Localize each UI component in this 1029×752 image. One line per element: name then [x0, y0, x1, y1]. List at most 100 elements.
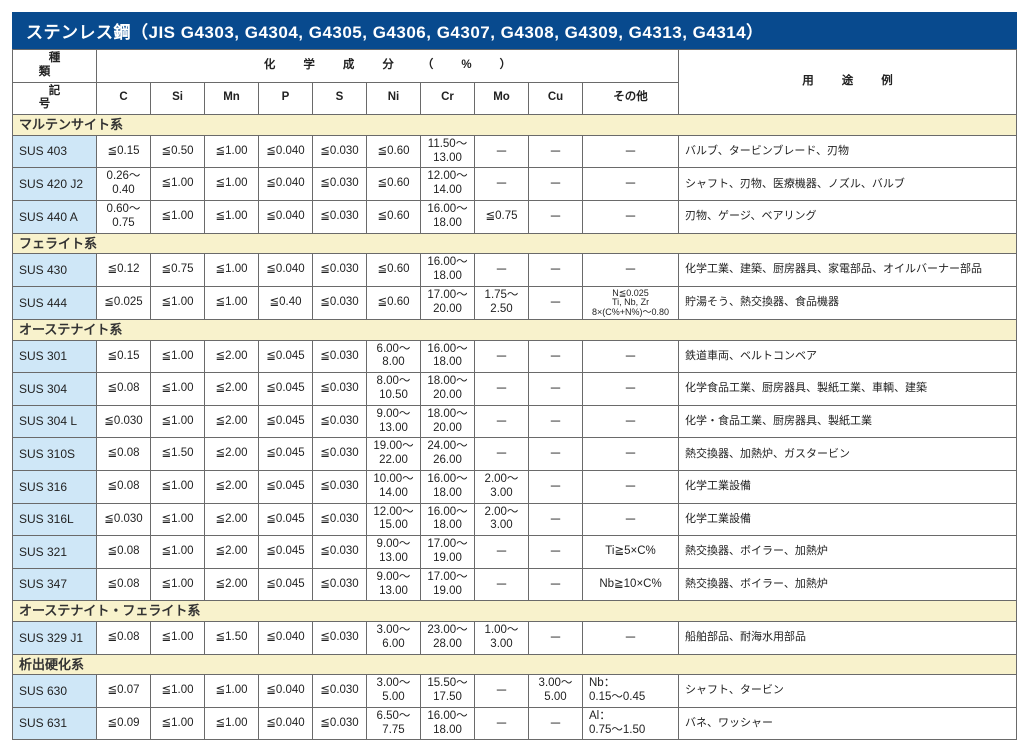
row-label: SUS 304 L	[13, 405, 97, 438]
cell-s: ≦0.030	[313, 200, 367, 233]
cell-use: 鉄道車両、ベルトコンベア	[679, 340, 1017, 373]
cell-s: ≦0.030	[313, 568, 367, 601]
group-label: オーステナイト・フェライト系	[13, 601, 1017, 622]
cell-si: ≦1.00	[151, 373, 205, 406]
group-row: 析出硬化系	[13, 654, 1017, 675]
cell-mo: 2.00～3.00	[475, 471, 529, 504]
hdr-col-mo: Mo	[475, 82, 529, 115]
cell-si: ≦1.00	[151, 471, 205, 504]
cell-cu: －	[529, 568, 583, 601]
cell-mo: －	[475, 438, 529, 471]
cell-other: N≦0.025Ti, Nb, Zr8×(C%+N%)～0.80	[583, 286, 679, 319]
cell-p: ≦0.040	[259, 200, 313, 233]
cell-p: ≦0.045	[259, 503, 313, 536]
cell-ni: 8.00～10.50	[367, 373, 421, 406]
table-row: SUS 310S≦0.08≦1.50≦2.00≦0.045≦0.03019.00…	[13, 438, 1017, 471]
cell-c: ≦0.07	[97, 675, 151, 708]
hdr-col-s: S	[313, 82, 367, 115]
cell-mn: ≦2.00	[205, 471, 259, 504]
table-row: SUS 444≦0.025≦1.00≦1.00≦0.40≦0.030≦0.601…	[13, 286, 1017, 319]
cell-s: ≦0.030	[313, 168, 367, 201]
cell-si: ≦1.50	[151, 438, 205, 471]
cell-c: 0.26～0.40	[97, 168, 151, 201]
row-label: SUS 316L	[13, 503, 97, 536]
cell-mo: 1.75～2.50	[475, 286, 529, 319]
cell-si: ≦1.00	[151, 675, 205, 708]
cell-mo: 2.00～3.00	[475, 503, 529, 536]
row-label: SUS 347	[13, 568, 97, 601]
cell-mn: ≦1.00	[205, 254, 259, 287]
row-label: SUS 304	[13, 373, 97, 406]
row-label: SUS 310S	[13, 438, 97, 471]
cell-cr: 18.00～20.00	[421, 405, 475, 438]
cell-use: 熱交換器、加熱炉、ガスタービン	[679, 438, 1017, 471]
cell-s: ≦0.030	[313, 135, 367, 168]
cell-cr: 17.00～19.00	[421, 568, 475, 601]
cell-ni: ≦0.60	[367, 286, 421, 319]
table-header: 種類 化学成分（%） 用途例 記号 C Si Mn P S Ni Cr Mo C…	[13, 50, 1017, 115]
cell-cu: －	[529, 286, 583, 319]
table-row: SUS 430≦0.12≦0.75≦1.00≦0.040≦0.030≦0.601…	[13, 254, 1017, 287]
cell-use: 化学工業設備	[679, 471, 1017, 504]
hdr-chem: 化学成分（%）	[97, 50, 679, 83]
cell-ni: 6.00～8.00	[367, 340, 421, 373]
table-row: SUS 630≦0.07≦1.00≦1.00≦0.040≦0.0303.00～5…	[13, 675, 1017, 708]
cell-other: －	[583, 168, 679, 201]
cell-other: －	[583, 471, 679, 504]
cell-mo: －	[475, 373, 529, 406]
cell-cr: 17.00～20.00	[421, 286, 475, 319]
cell-cu: －	[529, 340, 583, 373]
cell-mo: －	[475, 254, 529, 287]
cell-mo: ≦0.75	[475, 200, 529, 233]
cell-ni: 9.00～13.00	[367, 568, 421, 601]
cell-s: ≦0.030	[313, 622, 367, 655]
cell-use: 化学工業設備	[679, 503, 1017, 536]
cell-cr: 16.00～18.00	[421, 503, 475, 536]
cell-s: ≦0.030	[313, 373, 367, 406]
cell-p: ≦0.40	[259, 286, 313, 319]
cell-p: ≦0.045	[259, 340, 313, 373]
table-row: SUS 304≦0.08≦1.00≦2.00≦0.045≦0.0308.00～1…	[13, 373, 1017, 406]
cell-use: バネ、ワッシャー	[679, 707, 1017, 740]
cell-mo: －	[475, 536, 529, 569]
cell-mn: ≦1.50	[205, 622, 259, 655]
group-row: オーステナイト・フェライト系	[13, 601, 1017, 622]
cell-other: Nb：0.15～0.45	[583, 675, 679, 708]
cell-use: 刃物、ゲージ、ベアリング	[679, 200, 1017, 233]
group-row: オーステナイト系	[13, 320, 1017, 341]
cell-other: －	[583, 200, 679, 233]
cell-si: ≦1.00	[151, 286, 205, 319]
cell-s: ≦0.030	[313, 286, 367, 319]
cell-si: ≦0.75	[151, 254, 205, 287]
cell-ni: 10.00～14.00	[367, 471, 421, 504]
row-label: SUS 301	[13, 340, 97, 373]
row-label: SUS 403	[13, 135, 97, 168]
cell-use: 貯湯そう、熱交換器、食品機器	[679, 286, 1017, 319]
cell-p: ≦0.040	[259, 622, 313, 655]
cell-c: ≦0.025	[97, 286, 151, 319]
cell-mo: －	[475, 168, 529, 201]
cell-s: ≦0.030	[313, 471, 367, 504]
cell-use: 化学食品工業、厨房器具、製紙工業、車輌、建築	[679, 373, 1017, 406]
cell-mn: ≦2.00	[205, 568, 259, 601]
cell-c: ≦0.15	[97, 135, 151, 168]
hdr-col-c: C	[97, 82, 151, 115]
cell-c: 0.60～0.75	[97, 200, 151, 233]
cell-s: ≦0.030	[313, 503, 367, 536]
table-row: SUS 301≦0.15≦1.00≦2.00≦0.045≦0.0306.00～8…	[13, 340, 1017, 373]
hdr-col-cu: Cu	[529, 82, 583, 115]
cell-c: ≦0.030	[97, 405, 151, 438]
cell-s: ≦0.030	[313, 707, 367, 740]
cell-use: 熱交換器、ボイラー、加熱炉	[679, 568, 1017, 601]
cell-mn: ≦2.00	[205, 536, 259, 569]
cell-cu: －	[529, 622, 583, 655]
cell-other: －	[583, 373, 679, 406]
cell-other: －	[583, 340, 679, 373]
cell-si: ≦1.00	[151, 536, 205, 569]
cell-mn: ≦1.00	[205, 135, 259, 168]
cell-mn: ≦1.00	[205, 707, 259, 740]
cell-use: 化学・食品工業、厨房器具、製紙工業	[679, 405, 1017, 438]
cell-s: ≦0.030	[313, 536, 367, 569]
group-label: マルテンサイト系	[13, 115, 1017, 136]
cell-cr: 16.00～18.00	[421, 340, 475, 373]
